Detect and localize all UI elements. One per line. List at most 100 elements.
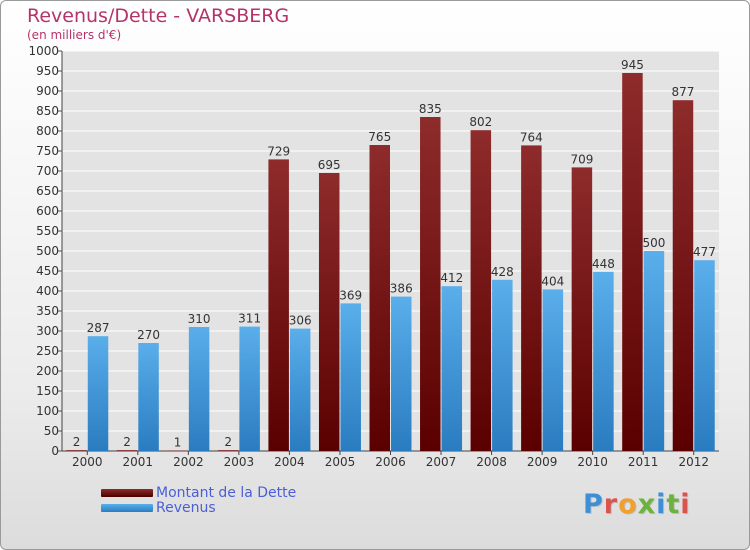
logo-letter: x xyxy=(637,489,657,520)
y-tick-label: 650 xyxy=(36,184,59,198)
logo-letter: t xyxy=(666,489,681,520)
bar-debt xyxy=(622,73,643,451)
bar-debt xyxy=(420,117,441,451)
y-tick-label: 1000 xyxy=(28,44,59,58)
y-tick-label: 600 xyxy=(36,204,59,218)
x-tick-label: 2007 xyxy=(426,455,457,469)
data-label-debt: 709 xyxy=(570,152,593,166)
data-label-revenue: 428 xyxy=(491,265,514,279)
data-label-debt: 802 xyxy=(469,115,492,129)
x-tick-label: 2001 xyxy=(123,455,154,469)
x-tick-label: 2012 xyxy=(678,455,709,469)
y-tick-label: 200 xyxy=(36,364,59,378)
bar-debt xyxy=(571,167,593,451)
bar-debt xyxy=(470,130,492,451)
logo-letter: i xyxy=(656,489,667,520)
y-tick-label: 550 xyxy=(36,224,59,238)
legend-swatch-revenue xyxy=(101,504,153,512)
data-label-debt: 2 xyxy=(123,435,131,449)
bar-debt xyxy=(369,145,390,451)
legend-swatch-debt xyxy=(101,489,153,497)
bar-debt xyxy=(268,159,289,451)
y-tick-label: 900 xyxy=(36,84,59,98)
y-tick-label: 150 xyxy=(36,384,59,398)
x-tick-label: 2002 xyxy=(173,455,204,469)
x-tick-label: 2009 xyxy=(527,455,558,469)
y-tick-label: 250 xyxy=(36,344,59,358)
data-label-revenue: 369 xyxy=(339,288,362,302)
bar-debt xyxy=(217,450,239,451)
x-tick-label: 2003 xyxy=(224,455,255,469)
x-tick-label: 2006 xyxy=(375,455,406,469)
data-label-debt: 2 xyxy=(224,435,232,449)
y-tick-label: 750 xyxy=(36,144,59,158)
y-tick-label: 0 xyxy=(51,444,59,458)
bar-debt xyxy=(66,450,87,451)
bar-revenue xyxy=(138,343,159,451)
bar-debt xyxy=(521,145,542,451)
bar-debt xyxy=(672,100,694,451)
data-label-revenue: 477 xyxy=(693,245,716,259)
data-label-revenue: 404 xyxy=(541,274,564,288)
data-label-debt: 945 xyxy=(621,58,644,72)
bar-debt xyxy=(318,173,340,451)
chart-subtitle: (en milliers d'€) xyxy=(27,28,122,42)
data-label-revenue: 270 xyxy=(137,328,160,342)
data-label-debt: 765 xyxy=(368,130,391,144)
data-label-revenue: 448 xyxy=(592,257,615,271)
y-tick-label: 800 xyxy=(36,124,59,138)
data-label-revenue: 306 xyxy=(289,314,312,328)
data-label-revenue: 500 xyxy=(642,236,665,250)
data-label-debt: 1 xyxy=(174,436,182,450)
bar-revenue xyxy=(694,260,715,451)
y-tick-label: 100 xyxy=(36,404,59,418)
data-label-revenue: 310 xyxy=(188,312,211,326)
data-label-revenue: 386 xyxy=(390,282,413,296)
y-tick-label: 400 xyxy=(36,284,59,298)
data-label-revenue: 311 xyxy=(238,312,261,326)
x-tick-label: 2008 xyxy=(476,455,507,469)
logo-letter: i xyxy=(680,489,691,520)
logo-letter: o xyxy=(618,489,638,520)
data-label-debt: 695 xyxy=(318,158,341,172)
data-label-debt: 877 xyxy=(672,85,695,99)
proxiti-logo: Proxiti xyxy=(583,489,691,520)
y-tick-label: 500 xyxy=(36,244,59,258)
bar-revenue xyxy=(542,289,564,451)
data-label-debt: 729 xyxy=(267,144,290,158)
bar-revenue xyxy=(492,279,513,451)
bar-revenue xyxy=(289,328,311,451)
data-label-debt: 764 xyxy=(520,130,543,144)
x-tick-label: 2005 xyxy=(325,455,356,469)
logo-letter: P xyxy=(583,489,604,520)
x-tick-label: 2011 xyxy=(628,455,659,469)
legend-label-revenue: Revenus xyxy=(156,500,216,516)
data-label-debt: 2 xyxy=(73,435,81,449)
x-tick-label: 2010 xyxy=(577,455,608,469)
logo-letter: r xyxy=(603,489,619,520)
y-tick-label: 50 xyxy=(44,424,59,438)
bar-revenue xyxy=(593,271,614,451)
y-tick-label: 300 xyxy=(36,324,59,338)
data-label-revenue: 287 xyxy=(87,321,110,335)
bar-debt xyxy=(116,450,138,451)
bar-revenue xyxy=(188,327,210,451)
x-tick-label: 2000 xyxy=(72,455,103,469)
data-label-debt: 835 xyxy=(419,102,442,116)
y-tick-label: 850 xyxy=(36,104,59,118)
y-tick-label: 350 xyxy=(36,304,59,318)
bar-revenue xyxy=(441,286,463,451)
x-tick-label: 2004 xyxy=(274,455,305,469)
legend-label-debt: Montant de la Dette xyxy=(156,485,297,501)
y-tick-label: 700 xyxy=(36,164,59,178)
chart-title: Revenus/Dette - VARSBERG xyxy=(27,5,290,27)
data-label-revenue: 412 xyxy=(440,271,463,285)
bar-revenue xyxy=(643,251,665,451)
bar-revenue xyxy=(391,296,412,451)
bar-revenue xyxy=(87,336,109,451)
y-tick-label: 450 xyxy=(36,264,59,278)
y-tick-label: 950 xyxy=(36,64,59,78)
bar-revenue xyxy=(239,326,260,451)
